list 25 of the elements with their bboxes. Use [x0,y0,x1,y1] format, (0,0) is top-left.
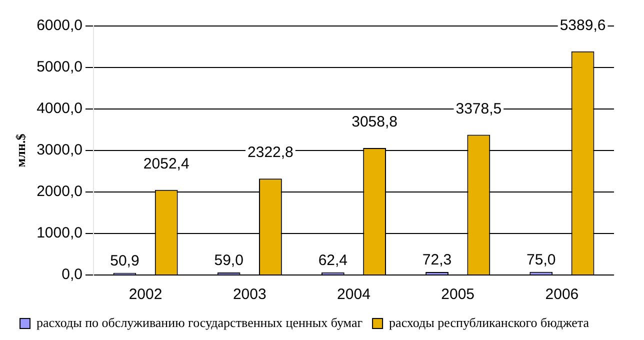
x-tick-label: 2004 [337,286,370,304]
data-label: 50,9 [110,252,140,270]
x-tick-label: 2003 [232,286,266,304]
data-label: 2322,8 [248,144,294,162]
data-label: 3058,8 [352,114,398,131]
y-tick-label: 5000,0 [36,58,82,76]
x-tick-label: 2002 [128,286,162,304]
data-label: 62,4 [318,252,348,270]
data-label: 3378,5 [456,100,502,118]
y-tick-label: 3000,0 [36,142,82,159]
x-tick-label: 2006 [545,286,579,304]
legend-label: расходы республиканского бюджета [389,314,590,330]
data-label: 2052,4 [143,155,190,172]
y-tick-label: 2000,0 [36,183,82,200]
data-label: 72,3 [422,252,452,269]
x-tick-label: 2005 [441,286,475,304]
legend-label: расходы по обслуживанию государственных ценных бумаг [36,314,363,330]
y-tick-label: 6000,0 [36,17,82,34]
y-tick-label: 4000,0 [36,100,82,118]
data-label: 59,0 [214,252,244,270]
data-label: 5389,6 [560,16,606,34]
data-label: 75,0 [526,252,556,269]
y-tick-label: 1000,0 [36,224,82,242]
y-axis-title: млн.$ [13,133,28,168]
y-tick-label: 0,0 [62,266,82,284]
